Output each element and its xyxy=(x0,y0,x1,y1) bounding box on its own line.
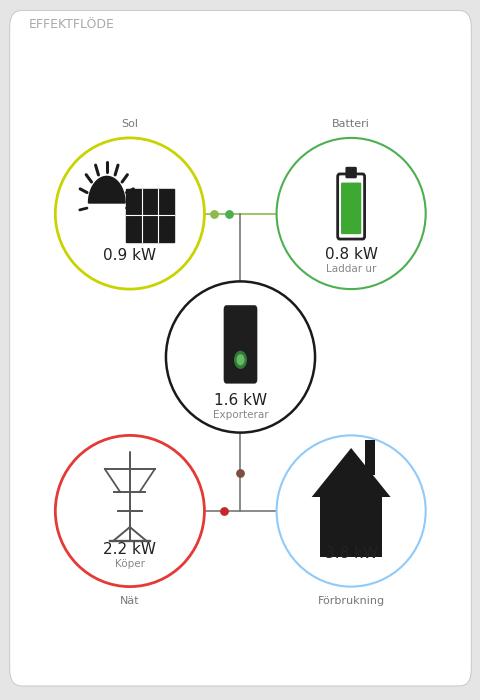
Text: Exporterar: Exporterar xyxy=(212,410,268,420)
FancyBboxPatch shape xyxy=(319,497,382,556)
Point xyxy=(236,467,244,478)
Text: 3.8 kW: 3.8 kW xyxy=(324,545,377,561)
FancyBboxPatch shape xyxy=(10,10,470,686)
Circle shape xyxy=(234,351,246,368)
Point xyxy=(219,505,227,517)
Polygon shape xyxy=(311,448,390,497)
Text: Sol: Sol xyxy=(121,119,138,129)
Ellipse shape xyxy=(276,435,425,587)
Ellipse shape xyxy=(55,138,204,289)
FancyBboxPatch shape xyxy=(340,183,360,234)
Text: Förbrukning: Förbrukning xyxy=(317,596,384,605)
Circle shape xyxy=(237,355,243,365)
FancyBboxPatch shape xyxy=(364,440,374,475)
Text: 0.8 kW: 0.8 kW xyxy=(324,246,377,262)
Point xyxy=(210,208,217,219)
Text: Nät: Nät xyxy=(120,596,139,605)
Text: Laddar ur: Laddar ur xyxy=(325,265,375,274)
Point xyxy=(225,208,233,219)
Ellipse shape xyxy=(276,138,425,289)
Text: Köper: Köper xyxy=(115,559,144,569)
FancyBboxPatch shape xyxy=(126,189,174,241)
FancyBboxPatch shape xyxy=(346,167,355,178)
FancyBboxPatch shape xyxy=(337,174,364,239)
Ellipse shape xyxy=(55,435,204,587)
Text: EFFEKTFLÖDE: EFFEKTFLÖDE xyxy=(29,18,115,31)
Text: Batteri: Batteri xyxy=(332,119,369,129)
Text: 1.6 kW: 1.6 kW xyxy=(214,393,266,408)
FancyBboxPatch shape xyxy=(223,305,257,384)
Ellipse shape xyxy=(166,281,314,433)
Text: 0.9 kW: 0.9 kW xyxy=(103,248,156,263)
Text: 2.2 kW: 2.2 kW xyxy=(103,542,156,557)
Polygon shape xyxy=(88,176,125,203)
